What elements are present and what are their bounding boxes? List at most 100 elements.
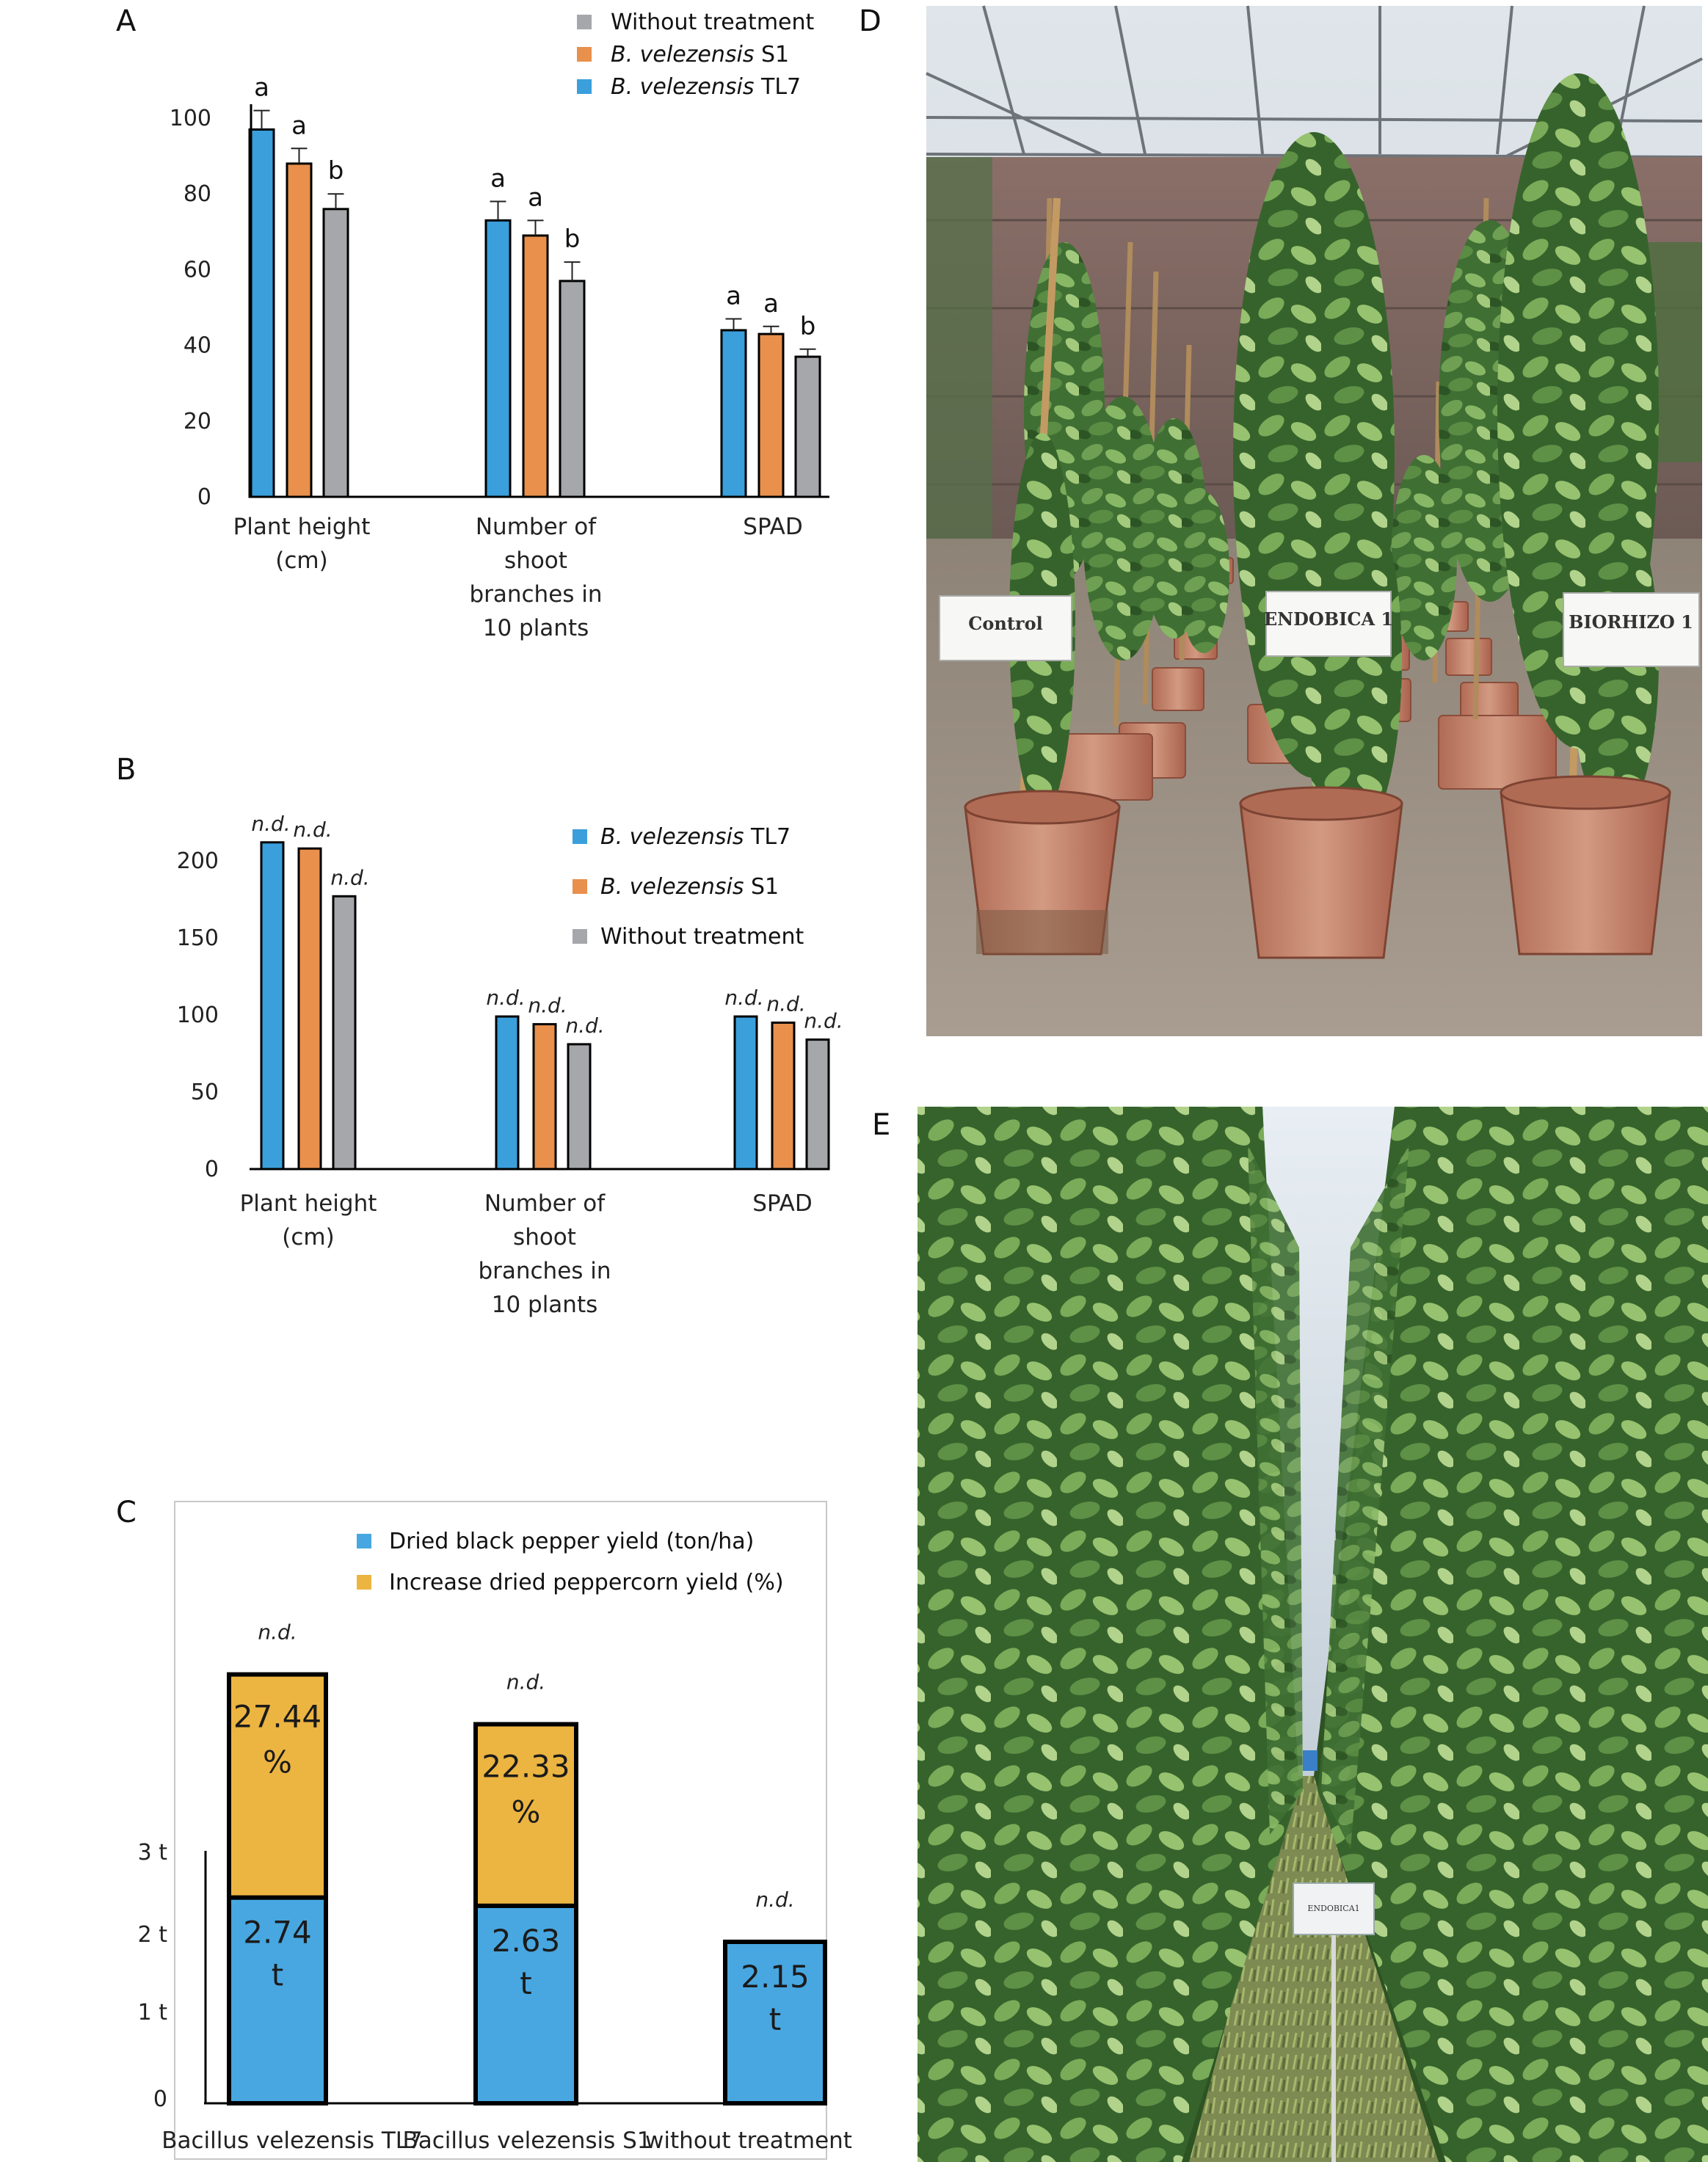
panel-b-ytick: 200 bbox=[177, 848, 219, 874]
panel-a-bar-without bbox=[322, 208, 349, 498]
panel-b-legend-label-s1: B. velezensis S1 bbox=[600, 874, 779, 900]
panel-a-category-label: SPAD bbox=[743, 514, 802, 540]
panel-b-category-label: SPAD bbox=[752, 1190, 812, 1217]
panel-c-ytick: 2 t bbox=[138, 1922, 168, 1948]
panel-a-significance-letter: b bbox=[564, 225, 581, 254]
panel-b-bar-s1 bbox=[771, 1022, 796, 1171]
panel-b-bar-without bbox=[805, 1038, 830, 1171]
panel-b-y-ticks: 0 50 100 150 200 bbox=[177, 848, 219, 1182]
panel-a-category-label: Number of bbox=[476, 514, 597, 540]
panel-c-frame bbox=[174, 1501, 827, 2160]
panel-c-y-ticks: 0 1 t 2 t 3 t bbox=[138, 1840, 168, 2112]
panel-c-increase-bar bbox=[473, 1722, 578, 1908]
panel-c-category-label: Bacillus velezensis S1 bbox=[402, 2128, 651, 2154]
panel-c-category-label: Bacillus velezensis TL7 bbox=[161, 2128, 423, 2154]
sign-biorhizo: BIORHIZO 1 bbox=[1569, 611, 1693, 633]
panel-a-label: A bbox=[116, 4, 137, 38]
panel-b-category-label: 10 plants bbox=[492, 1292, 598, 1318]
panel-c-increase-value: 27.44 bbox=[233, 1699, 321, 1735]
panel-e-field-photo: E ENDOBICA1 bbox=[872, 1107, 1708, 2162]
panel-a-significance-letter: a bbox=[763, 289, 779, 319]
panel-c-legend-swatch bbox=[357, 1534, 371, 1548]
panel-b-bar-tl7 bbox=[495, 1015, 520, 1171]
panel-a-legend-label-tl7: B. velezensis TL7 bbox=[611, 74, 801, 100]
panel-a-bar-s1 bbox=[522, 234, 549, 498]
panel-b-bar-without bbox=[332, 895, 357, 1171]
panel-b-nd-label: n.d. bbox=[528, 994, 567, 1018]
panel-c: C Dried black pepper yield (ton/ha) Incre… bbox=[116, 1496, 852, 2160]
panel-d-label: D bbox=[859, 4, 882, 38]
panel-b-legend-swatch-s1 bbox=[573, 879, 587, 894]
sign-endobica: ENDOBICA 1 bbox=[1264, 608, 1393, 630]
panel-a-ytick: 0 bbox=[197, 484, 211, 510]
panel-c-yield-bar bbox=[723, 1940, 827, 2105]
panel-c-yield-unit: t bbox=[769, 2001, 781, 2037]
panel-a-category-label: 10 plants bbox=[483, 615, 589, 641]
panel-b-legend-swatch-without bbox=[573, 929, 587, 944]
panel-b-category-label: Plant height bbox=[240, 1190, 377, 1217]
panel-b-bar-s1 bbox=[297, 847, 322, 1171]
panel-a-significance-letter: b bbox=[800, 312, 816, 341]
panel-c-label: C bbox=[116, 1496, 137, 1529]
panel-a-legend-label-without: Without treatment bbox=[611, 10, 815, 35]
panel-c-increase-unit: % bbox=[512, 1794, 541, 1830]
panel-b-bars: n.d.n.d. n.d.n.d.n.d. n.d.n.d.n.d. n.d. bbox=[251, 812, 843, 1171]
panel-a-significance-letter: b bbox=[328, 156, 344, 186]
panel-c-yield-value: 2.15 bbox=[741, 1959, 810, 1995]
panel-c-yield-unit: t bbox=[520, 1965, 531, 2001]
panel-a-ytick: 60 bbox=[183, 257, 211, 283]
panel-a-categories: Plant height (cm) Number of shoot branches i… bbox=[233, 514, 803, 641]
panel-c-nd-label: n.d. bbox=[755, 1888, 794, 1912]
panel-b-nd-label: n.d. bbox=[724, 986, 763, 1010]
panel-a-ytick: 20 bbox=[183, 409, 211, 434]
panel-b-nd-label: n.d. bbox=[486, 986, 525, 1010]
panel-a-legend-swatch-s1 bbox=[577, 47, 592, 62]
panel-a-category-label: Plant height bbox=[233, 514, 371, 540]
panel-c-bars: 2.74 t 27.44% n.d. 2.63 t 22.33% n.d. 2.15 t n.d. bbox=[227, 1620, 827, 2106]
panel-b-ytick: 50 bbox=[191, 1080, 219, 1105]
panel-a-bar-tl7 bbox=[720, 329, 747, 498]
panel-a-bar-tl7 bbox=[248, 128, 275, 498]
panel-a-bar-tl7 bbox=[484, 219, 512, 498]
panel-c-yield-unit: t bbox=[272, 1957, 283, 1993]
panel-a-y-ticks: 0 20 40 60 80 100 bbox=[170, 106, 211, 510]
sign-endobica-field: ENDOBICA1 bbox=[1307, 1904, 1359, 1913]
panel-a-ytick: 80 bbox=[183, 181, 211, 207]
panel-a-legend-swatch-tl7 bbox=[577, 79, 592, 94]
panel-b-ytick: 150 bbox=[177, 925, 219, 951]
panel-a-significance-letter: a bbox=[291, 111, 307, 140]
panel-a-legend-label-s1: B. velezensis S1 bbox=[611, 42, 789, 68]
panel-a-category-label: (cm) bbox=[275, 547, 327, 574]
panel-c-legend-label: Dried black pepper yield (ton/ha) bbox=[389, 1529, 754, 1554]
panel-a-significance-letter: a bbox=[726, 281, 741, 310]
panel-a-category-label: shoot bbox=[504, 547, 567, 574]
panel-c-ytick: 3 t bbox=[138, 1840, 168, 1866]
panel-b-category-label: Number of bbox=[484, 1190, 606, 1217]
panel-b-label: B bbox=[116, 753, 136, 787]
panel-a-ytick: 100 bbox=[170, 106, 211, 131]
panel-c-increase-value: 22.33 bbox=[481, 1748, 570, 1784]
panel-c-yield-value: 2.63 bbox=[492, 1923, 561, 1959]
panel-b-bar-tl7 bbox=[733, 1015, 758, 1171]
panel-a-bar-s1 bbox=[286, 162, 313, 498]
panel-b-nd-label: n.d. bbox=[293, 818, 332, 842]
panel-e-label: E bbox=[872, 1108, 890, 1142]
panel-b-legend-label-tl7: B. velezensis TL7 bbox=[600, 824, 791, 850]
panel-a-significance-letter: a bbox=[528, 183, 543, 212]
panel-c-increase-unit: % bbox=[263, 1744, 292, 1780]
panel-b-bar-without bbox=[567, 1043, 592, 1171]
panel-c-nd-label: n.d. bbox=[258, 1620, 297, 1645]
panel-b-nd-label: n.d. bbox=[565, 1013, 604, 1038]
panel-a-legend: Without treatment B. velezensis S1 B. vele… bbox=[577, 10, 815, 100]
panel-b-categories: Plant height (cm) Number of shoot branches i… bbox=[240, 1190, 813, 1318]
panel-b-bar-s1 bbox=[532, 1023, 557, 1171]
panel-c-category-label: without treatment bbox=[645, 2128, 852, 2154]
panel-b-nd-label: n.d. bbox=[766, 992, 805, 1016]
panel-b-bar-tl7 bbox=[260, 841, 285, 1171]
panel-d-greenhouse-photo: D bbox=[859, 4, 1703, 1036]
panel-b-category-label: (cm) bbox=[282, 1224, 334, 1251]
panel-a-bar-s1 bbox=[757, 332, 785, 498]
